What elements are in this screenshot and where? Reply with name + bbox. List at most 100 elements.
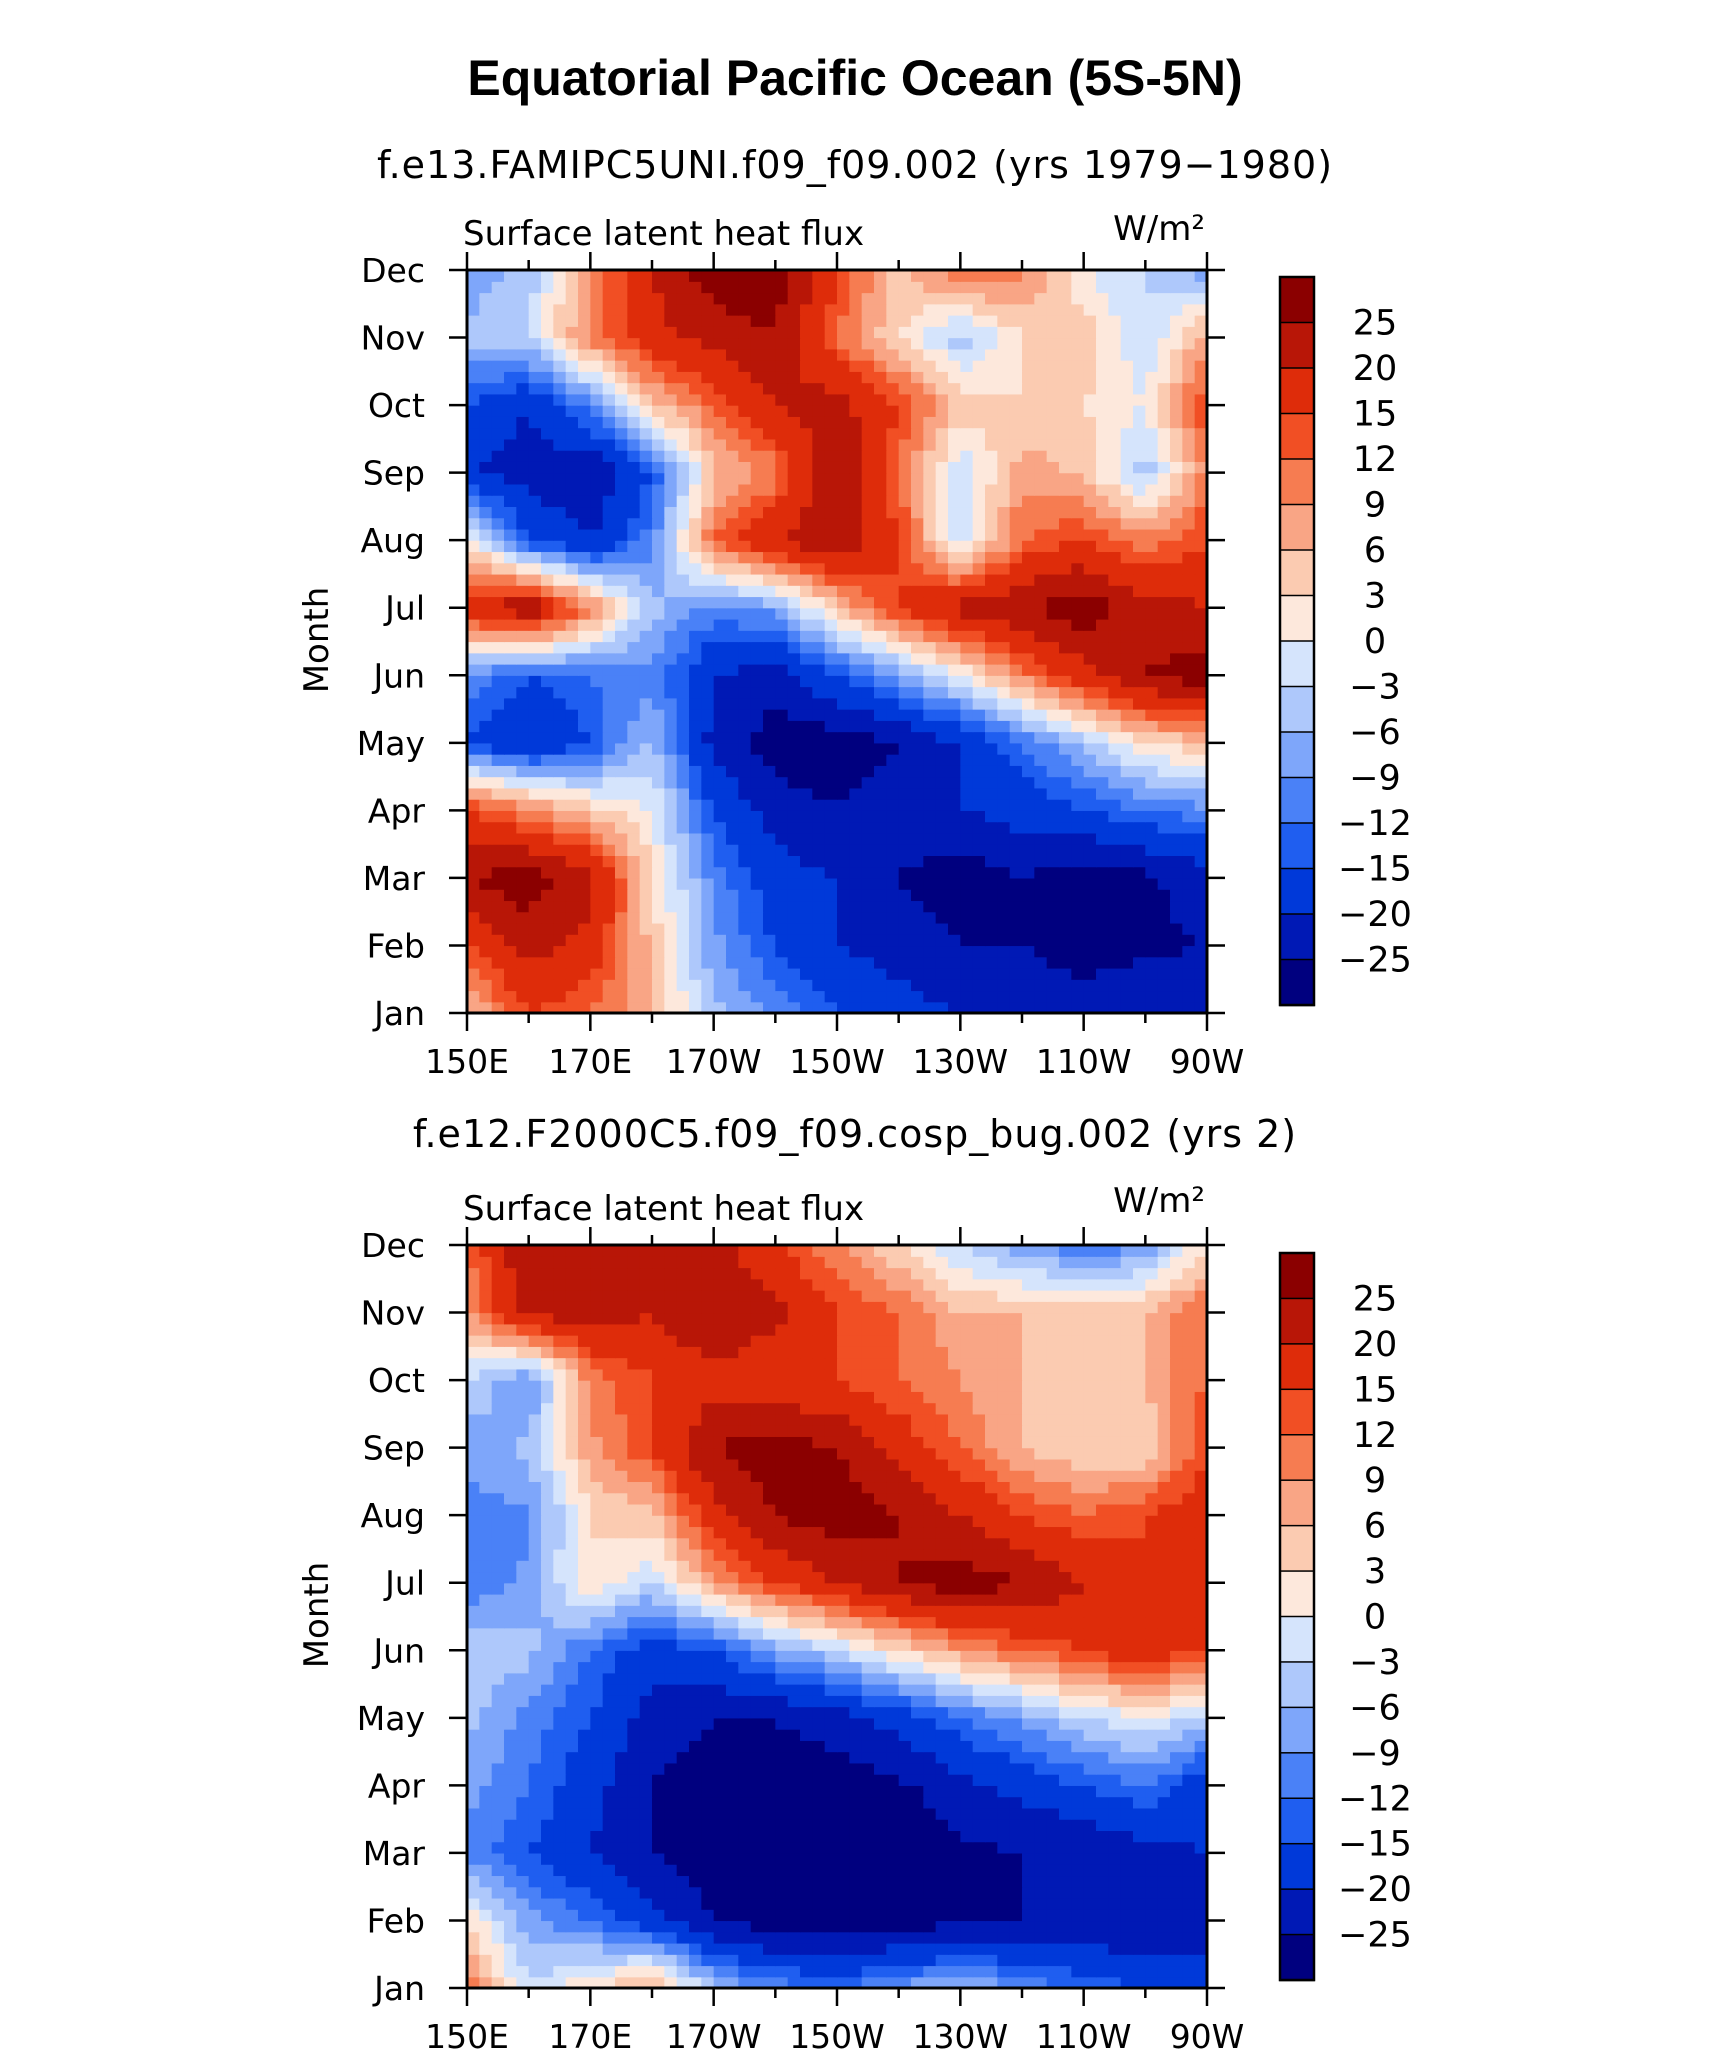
heatmap-cell <box>1182 630 1196 643</box>
heatmap-cell <box>911 393 924 406</box>
heatmap-cell <box>578 270 591 282</box>
heatmap-cell <box>652 675 665 688</box>
heatmap-cell <box>787 1942 801 1955</box>
heatmap-cell <box>615 697 628 710</box>
heatmap-cell <box>1034 551 1048 564</box>
heatmap-cell <box>911 1954 924 1967</box>
heatmap-cell <box>985 664 998 676</box>
heatmap-cell <box>1022 1976 1035 1989</box>
heatmap-cell <box>479 1886 493 1899</box>
heatmap-cell <box>664 483 678 496</box>
heatmap-cell <box>602 517 616 530</box>
heatmap-cell <box>997 675 1011 688</box>
heatmap-cell <box>960 911 974 924</box>
heatmap-cell <box>541 360 554 372</box>
heatmap-cell <box>541 889 554 902</box>
heatmap-cell <box>1194 911 1208 924</box>
heatmap-cell <box>664 967 678 980</box>
heatmap-cell <box>1096 315 1109 327</box>
heatmap-cell <box>775 787 789 800</box>
heatmap-cell <box>1157 945 1171 958</box>
heatmap-cell <box>1194 1965 1208 1978</box>
heatmap-cell <box>861 799 875 811</box>
heatmap-cell <box>923 562 937 575</box>
heatmap-cell <box>886 573 900 586</box>
heatmap-cell <box>750 495 764 508</box>
heatmap-cell <box>837 967 850 980</box>
heatmap-cell <box>1096 889 1109 902</box>
heatmap-cell <box>948 393 961 406</box>
heatmap-cell <box>750 517 764 530</box>
heatmap-cell <box>923 697 937 710</box>
heatmap-cell <box>479 810 493 823</box>
heatmap-cell <box>948 1897 961 1910</box>
heatmap-cell <box>997 979 1011 992</box>
heatmap-cell <box>985 821 998 834</box>
heatmap-cell <box>787 348 801 361</box>
heatmap-cell <box>1145 832 1159 845</box>
heatmap-cell <box>812 1976 826 1989</box>
heatmap-cell <box>1133 641 1146 654</box>
heatmap-cell <box>960 472 974 485</box>
heatmap-cell <box>837 315 850 327</box>
heatmap-cell <box>664 1807 678 1820</box>
heatmap-cell <box>590 1897 604 1910</box>
heatmap-cell <box>985 832 998 845</box>
heatmap-cell <box>800 641 813 654</box>
heatmap-cell <box>615 270 628 282</box>
heatmap-cell <box>960 1942 974 1955</box>
heatmap-cell <box>1120 281 1134 294</box>
heatmap-cell <box>972 506 986 519</box>
heatmap-cell <box>763 1965 776 1978</box>
heatmap-cell <box>997 472 1011 485</box>
heatmap-cell <box>541 799 554 811</box>
heatmap-cell <box>1170 1830 1183 1843</box>
heatmap-cell <box>837 303 850 316</box>
heatmap-cell <box>664 585 678 598</box>
heatmap-cell <box>652 427 665 440</box>
heatmap-cell <box>911 573 924 586</box>
heatmap-cell <box>1071 1931 1085 1944</box>
heatmap-cell <box>713 270 727 282</box>
heatmap-cell <box>812 720 826 733</box>
heatmap-cell <box>812 337 826 350</box>
heatmap-cell <box>553 832 567 845</box>
heatmap-cell <box>812 348 826 361</box>
heatmap-cell <box>861 472 875 485</box>
heatmap-cell <box>676 371 690 384</box>
heatmap-cell <box>800 652 813 665</box>
heatmap-cell <box>726 832 739 845</box>
heatmap-cell <box>1182 900 1196 913</box>
heatmap-cell <box>1120 990 1134 1003</box>
heatmap-cell <box>1034 832 1048 845</box>
heatmap-cell <box>565 1819 579 1831</box>
heatmap-cell <box>1096 821 1109 834</box>
heatmap-cell <box>750 540 764 553</box>
heatmap-cell <box>701 675 715 688</box>
heatmap-cell <box>479 697 493 710</box>
heatmap-cell <box>775 1920 789 1933</box>
heatmap-cell <box>1071 270 1085 282</box>
heatmap-cell <box>479 528 493 541</box>
heatmap-cell <box>541 281 554 294</box>
heatmap-cell <box>1182 697 1196 710</box>
heatmap-cell <box>1071 562 1085 575</box>
heatmap-cell <box>787 596 801 609</box>
heatmap-cell <box>528 922 542 935</box>
heatmap-cell <box>960 348 974 361</box>
heatmap-cell <box>898 315 912 327</box>
heatmap-cell <box>960 393 974 406</box>
heatmap-cell <box>972 1852 986 1865</box>
heatmap-cell <box>664 877 678 890</box>
heatmap-cell <box>726 889 739 902</box>
heatmap-cell <box>861 326 875 339</box>
heatmap-cell <box>861 979 875 992</box>
heatmap-cell <box>787 1819 801 1831</box>
heatmap-cell <box>886 1819 900 1831</box>
heatmap-cell <box>972 945 986 958</box>
heatmap-cell <box>627 348 641 361</box>
heatmap-cell <box>528 652 542 665</box>
heatmap-cell <box>1194 697 1208 710</box>
heatmap-cell <box>738 472 752 485</box>
heatmap-cell <box>763 889 776 902</box>
